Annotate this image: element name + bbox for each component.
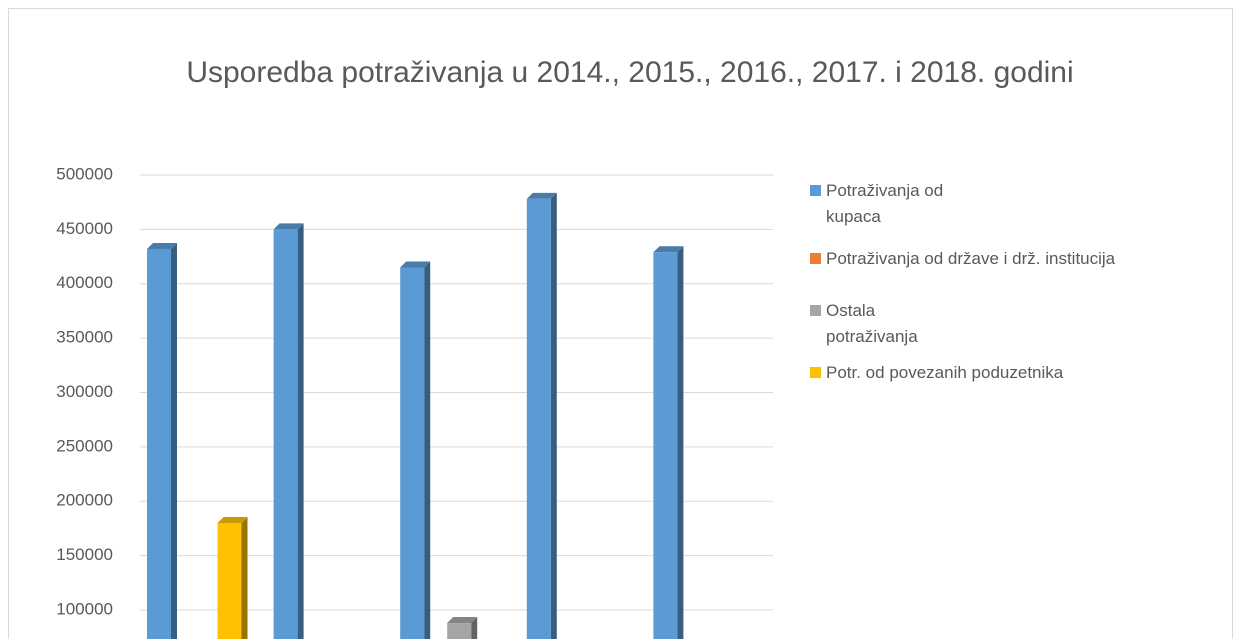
bar-front — [217, 523, 242, 639]
bar-front — [447, 623, 472, 639]
bar-top — [400, 261, 431, 268]
bar-front — [526, 198, 551, 639]
y-tick-label: 250000 — [56, 436, 113, 455]
bar-front — [273, 229, 298, 639]
bar — [273, 223, 304, 639]
bar-front — [147, 248, 171, 639]
bar-side — [550, 192, 557, 639]
bar-front — [400, 267, 425, 639]
bar-side — [471, 617, 478, 639]
y-tick-label: 300000 — [56, 382, 113, 401]
legend-label: Ostala potraživanja — [826, 301, 918, 346]
legend-entry: Potraživanja od kupaca — [810, 178, 956, 230]
bar — [147, 242, 177, 639]
bar-side — [677, 246, 684, 639]
legend-entry: Potr. od povezanih poduzetnika — [810, 360, 1115, 386]
bar-front — [653, 252, 678, 639]
bar-side — [424, 261, 431, 639]
y-tick-label: 150000 — [56, 545, 113, 564]
legend-entry: Ostala potraživanja — [810, 298, 956, 350]
chart-border — [8, 8, 1233, 639]
bar-top — [147, 242, 177, 249]
bar — [217, 517, 248, 639]
y-tick-label: 100000 — [56, 599, 113, 618]
legend: Potraživanja od kupaca Potraživanja od dr… — [810, 178, 1115, 386]
bar-side — [171, 242, 177, 639]
legend-swatch — [810, 185, 821, 196]
y-tick-label: 500000 — [56, 164, 113, 183]
legend-swatch — [810, 367, 821, 378]
legend-swatch — [810, 305, 821, 316]
legend-entry: Potraživanja od države i drž. institucij… — [810, 246, 1115, 272]
legend-label: Potraživanja od države i drž. institucij… — [826, 249, 1116, 268]
bar-top — [273, 223, 304, 230]
legend-label: Potraživanja od kupaca — [826, 181, 944, 226]
y-tick-label: 450000 — [56, 219, 113, 238]
legend-label: Potr. od povezanih poduzetnika — [826, 363, 1064, 382]
y-tick-label: 200000 — [56, 491, 113, 510]
bar — [526, 192, 557, 639]
bar-top — [447, 617, 478, 624]
bar-side — [241, 517, 248, 639]
bar — [400, 261, 431, 639]
y-tick-label: 400000 — [56, 273, 113, 292]
bar-top — [653, 246, 684, 253]
bar-side — [297, 223, 304, 639]
legend-swatch — [810, 253, 821, 264]
chart-title: Usporedba potraživanja u 2014., 2015., 2… — [186, 56, 1074, 89]
bar-top — [217, 517, 248, 523]
bar-top — [526, 192, 557, 199]
bar — [653, 246, 684, 639]
y-tick-label: 350000 — [56, 328, 113, 347]
bar — [447, 617, 478, 639]
